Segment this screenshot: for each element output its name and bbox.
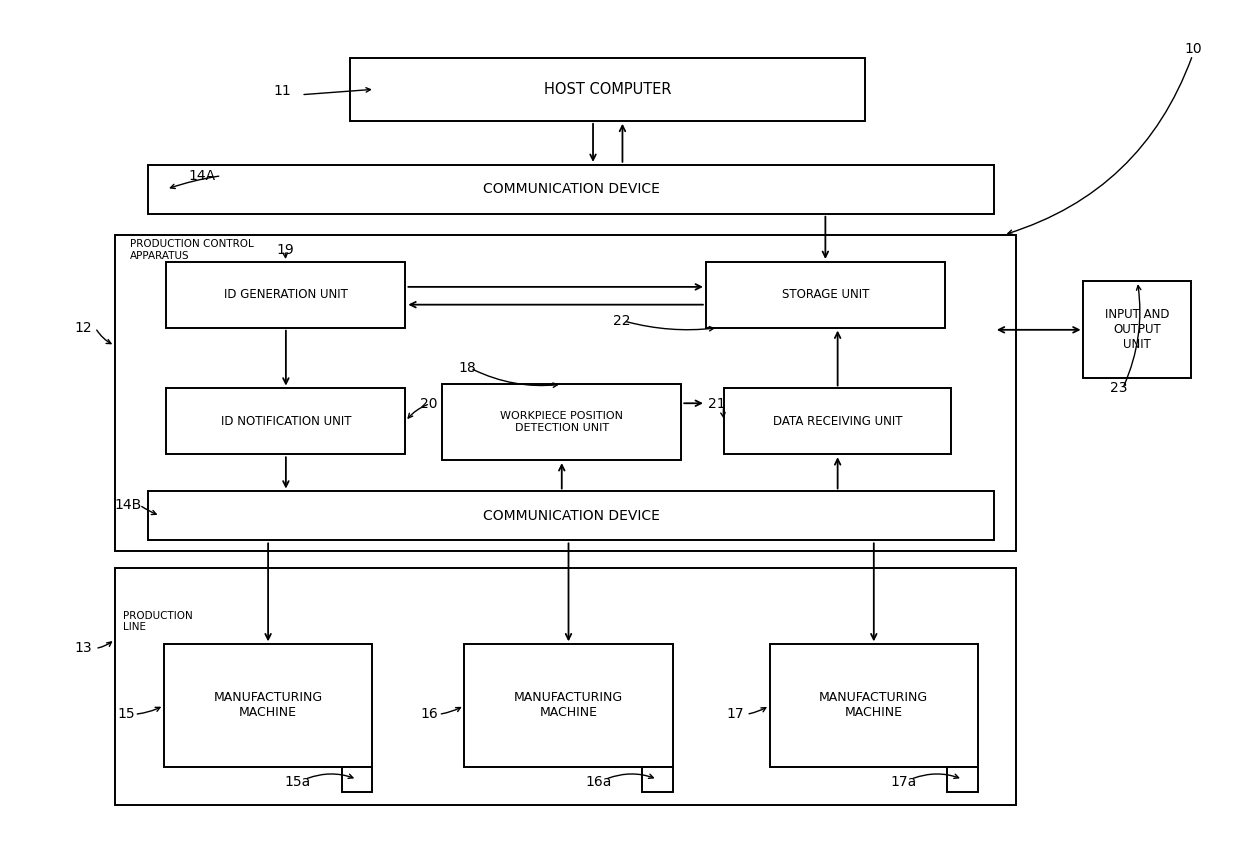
Bar: [164, 644, 372, 767]
Text: 16: 16: [420, 707, 438, 722]
Text: 11: 11: [274, 84, 291, 99]
Text: 14A: 14A: [188, 169, 216, 183]
Text: HOST COMPUTER: HOST COMPUTER: [544, 82, 672, 97]
Text: ID NOTIFICATION UNIT: ID NOTIFICATION UNIT: [221, 415, 351, 428]
Bar: [166, 262, 405, 328]
Text: 19: 19: [277, 243, 294, 257]
Text: PRODUCTION
LINE: PRODUCTION LINE: [124, 611, 193, 632]
Text: WORKPIECE POSITION
DETECTION UNIT: WORKPIECE POSITION DETECTION UNIT: [500, 412, 624, 433]
Bar: [724, 389, 951, 455]
Text: MANUFACTURING
MACHINE: MANUFACTURING MACHINE: [513, 692, 622, 720]
Text: 14B: 14B: [115, 498, 143, 512]
Text: 17: 17: [727, 707, 744, 722]
Text: COMMUNICATION DEVICE: COMMUNICATION DEVICE: [482, 509, 660, 523]
Text: 22: 22: [613, 314, 630, 328]
Text: 15: 15: [118, 707, 135, 722]
Bar: [166, 389, 405, 455]
Text: 20: 20: [420, 396, 438, 411]
Bar: [642, 767, 673, 792]
Text: 13: 13: [74, 642, 92, 656]
Bar: [770, 644, 978, 767]
Text: PRODUCTION CONTROL
APPARATUS: PRODUCTION CONTROL APPARATUS: [129, 239, 253, 261]
Bar: [464, 644, 673, 767]
Bar: [1084, 281, 1192, 378]
Text: 10: 10: [1184, 42, 1202, 56]
Bar: [342, 767, 372, 792]
Text: ID GENERATION UNIT: ID GENERATION UNIT: [224, 288, 348, 301]
Text: DATA RECEIVING UNIT: DATA RECEIVING UNIT: [773, 415, 903, 428]
Text: 17a: 17a: [890, 775, 916, 789]
Text: 23: 23: [1111, 382, 1128, 396]
Bar: [350, 57, 866, 121]
Text: INPUT AND
OUTPUT
UNIT: INPUT AND OUTPUT UNIT: [1105, 308, 1169, 351]
Text: MANUFACTURING
MACHINE: MANUFACTURING MACHINE: [213, 692, 322, 720]
Bar: [148, 492, 994, 541]
Text: MANUFACTURING
MACHINE: MANUFACTURING MACHINE: [820, 692, 929, 720]
Text: 21: 21: [708, 396, 725, 411]
Text: 16a: 16a: [585, 775, 611, 789]
Bar: [148, 165, 994, 214]
Text: 18: 18: [458, 361, 476, 375]
Bar: [706, 262, 945, 328]
Bar: [947, 767, 978, 792]
Text: COMMUNICATION DEVICE: COMMUNICATION DEVICE: [482, 182, 660, 196]
Bar: [443, 384, 681, 460]
Text: 15a: 15a: [285, 775, 311, 789]
Bar: [115, 568, 1016, 805]
Text: STORAGE UNIT: STORAGE UNIT: [781, 288, 869, 301]
Text: 12: 12: [74, 321, 92, 335]
Bar: [115, 235, 1016, 552]
